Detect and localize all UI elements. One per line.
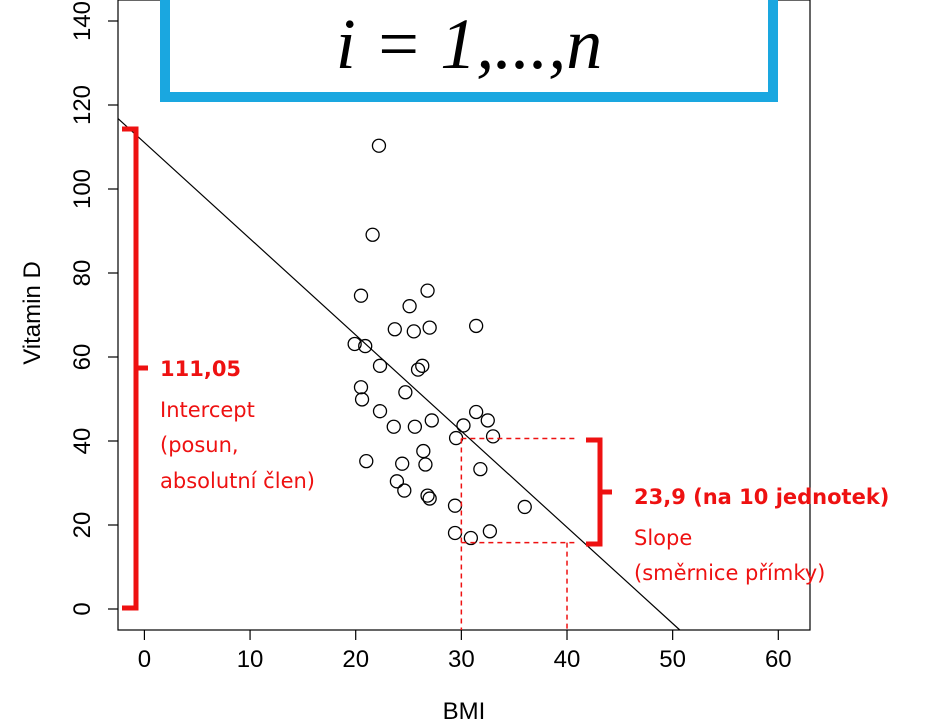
y-tick-label: 120 — [69, 85, 96, 125]
data-point — [365, 227, 380, 242]
formula-box-border — [160, 0, 778, 102]
data-point — [416, 443, 431, 459]
slope-guides — [460, 437, 576, 630]
x-tick-label: 30 — [448, 646, 475, 673]
data-point — [410, 362, 426, 377]
y-tick-label: 140 — [69, 1, 96, 41]
intercept-label: Intercept — [160, 398, 255, 422]
data-point — [482, 524, 498, 539]
data-point — [372, 404, 388, 419]
data-point — [418, 457, 433, 472]
data-point — [422, 320, 437, 335]
x-axis-title: BMI — [443, 698, 486, 725]
data-point — [397, 483, 412, 498]
y-tick-label: 80 — [69, 260, 96, 287]
data-point — [387, 322, 402, 337]
data-point — [354, 392, 370, 407]
data-point — [389, 474, 405, 489]
intercept-value: 111,05 — [160, 357, 241, 381]
formula-box-background — [160, 0, 778, 98]
data-point — [468, 318, 484, 334]
intercept-bracket — [122, 126, 148, 611]
x-tick-label: 60 — [765, 646, 792, 673]
x-tick-label: 50 — [659, 646, 686, 673]
slope-annotation: 23,9 (na 10 jednotek) Slope (směrnice př… — [586, 437, 889, 585]
formula-box: i = 1,...,n — [160, 0, 778, 102]
data-point — [468, 404, 484, 420]
slope-value: 23,9 (na 10 jednotek) — [634, 485, 889, 509]
data-point — [420, 488, 435, 503]
x-tick-label: 40 — [554, 646, 581, 673]
data-point — [406, 324, 421, 339]
data-point — [398, 385, 413, 400]
slope-bracket — [586, 437, 612, 547]
data-point — [456, 418, 471, 433]
y-tick-label: 100 — [69, 169, 96, 209]
data-point — [517, 499, 532, 515]
data-point — [407, 419, 423, 434]
data-point — [473, 461, 488, 477]
intercept-annotation: 111,05 Intercept (posun, absolutní člen) — [122, 126, 315, 611]
data-point — [424, 413, 439, 428]
slope-label: Slope — [634, 526, 692, 550]
data-point — [386, 419, 401, 434]
slope-desc: (směrnice přímky) — [634, 561, 825, 585]
intercept-desc-line2: absolutní člen) — [160, 469, 315, 493]
x-axis: 0 10 20 30 40 50 60 — [138, 630, 792, 673]
data-point — [480, 413, 495, 428]
data-point — [415, 358, 430, 373]
data-point — [485, 429, 501, 444]
x-tick-label: 20 — [342, 646, 369, 673]
data-point — [420, 283, 435, 298]
plot-frame — [117, 0, 811, 631]
x-tick-label: 10 — [237, 646, 264, 673]
y-tick-label: 40 — [69, 428, 96, 455]
data-point — [372, 358, 388, 373]
x-tick-label: 0 — [138, 646, 151, 673]
y-tick-label: 20 — [69, 512, 96, 539]
y-axis: 0 20 40 60 80 100 120 140 — [69, 1, 118, 616]
data-point — [371, 138, 387, 153]
data-point — [422, 491, 437, 506]
data-point — [353, 288, 369, 303]
data-point — [447, 498, 463, 513]
formula-text: i = 1,...,n — [336, 4, 603, 84]
data-point — [463, 530, 479, 546]
y-axis-title: Vitamin D — [19, 261, 46, 365]
data-point — [395, 456, 410, 471]
y-tick-label: 0 — [69, 602, 96, 615]
data-point — [347, 336, 362, 352]
data-point — [402, 299, 417, 314]
data-point — [358, 338, 373, 354]
intercept-desc-line1: (posun, — [160, 433, 239, 457]
data-point — [353, 380, 369, 395]
data-points — [347, 138, 532, 546]
data-point — [447, 525, 463, 541]
y-tick-label: 60 — [69, 344, 96, 371]
data-point — [359, 454, 374, 469]
